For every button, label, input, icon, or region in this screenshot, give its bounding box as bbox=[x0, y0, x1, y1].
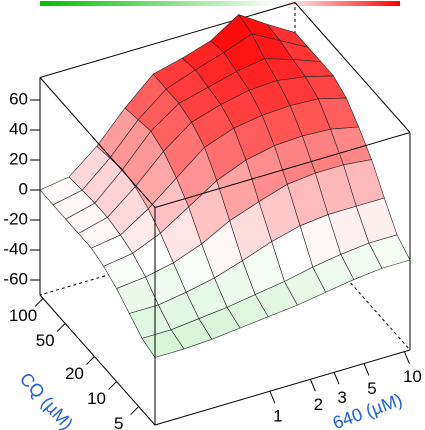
y-tick-label: 20 bbox=[65, 364, 84, 383]
z-tick-label: 20 bbox=[9, 149, 28, 168]
z-tick-label: 60 bbox=[9, 89, 28, 108]
z-tick-label: 40 bbox=[9, 119, 28, 138]
box-edge bbox=[39, 294, 156, 426]
y-tick bbox=[34, 298, 44, 307]
box-edge bbox=[154, 132, 411, 208]
y-tick bbox=[108, 381, 117, 390]
x-tick bbox=[403, 351, 410, 364]
x-tick-label: 10 bbox=[403, 367, 422, 386]
z-tick-label: -40 bbox=[3, 239, 28, 258]
x-tick bbox=[309, 379, 316, 392]
z-tick-label: 0 bbox=[19, 179, 28, 198]
z-tick-label: -20 bbox=[3, 209, 28, 228]
y-tick-label: 10 bbox=[87, 389, 106, 408]
x-tick bbox=[333, 372, 340, 385]
x-tick-label: 2 bbox=[314, 395, 323, 414]
box-edge bbox=[39, 2, 296, 78]
y-tick-label: 5 bbox=[114, 414, 123, 430]
box-edge bbox=[39, 77, 156, 208]
surface-cell bbox=[141, 329, 185, 358]
box-edge bbox=[154, 349, 411, 426]
color-bar bbox=[40, 1, 400, 6]
box-edge bbox=[294, 2, 411, 133]
x-tick-label: 1 bbox=[273, 407, 282, 426]
box-edge bbox=[294, 219, 411, 351]
y-tick bbox=[56, 323, 66, 332]
y-tick-label: 100 bbox=[9, 306, 37, 325]
y-tick bbox=[86, 356, 95, 365]
y-tick bbox=[130, 406, 140, 415]
z-tick-label: -60 bbox=[3, 269, 28, 288]
x-tick bbox=[363, 363, 370, 376]
x-tick-label: 5 bbox=[367, 379, 376, 398]
x-tick bbox=[269, 391, 276, 404]
y-tick-label: 50 bbox=[36, 331, 55, 350]
x-tick-label: 3 bbox=[337, 388, 346, 407]
